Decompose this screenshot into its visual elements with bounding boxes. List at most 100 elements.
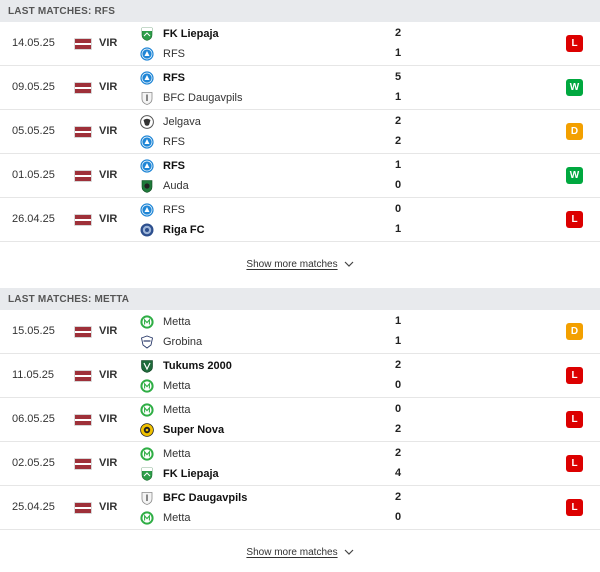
riga-fc-logo (140, 223, 154, 237)
home-team[interactable]: Metta (140, 313, 191, 331)
away-team[interactable]: RFS (140, 45, 185, 63)
competition-label: VIR (99, 169, 118, 181)
home-team-name: RFS (163, 72, 185, 84)
away-score: 0 (394, 179, 402, 191)
show-more-label: Show more matches (246, 546, 338, 558)
match-row[interactable]: 26.04.25 VIR RFS 0 Riga FC 1 L (0, 198, 600, 242)
away-score: 1 (394, 91, 402, 103)
show-more-button[interactable]: Show more matches (0, 530, 600, 572)
result-badge: L (566, 367, 583, 384)
latvia-flag-icon (74, 502, 92, 514)
competition-label: VIR (99, 325, 118, 337)
home-team-name: Metta (163, 404, 191, 416)
show-more-button[interactable]: Show more matches (0, 242, 600, 286)
home-team[interactable]: Metta (140, 445, 191, 463)
latvia-flag-icon (74, 370, 92, 382)
away-team[interactable]: Grobina (140, 333, 202, 351)
away-score: 1 (394, 335, 402, 347)
match-date: 26.04.25 (12, 213, 55, 225)
bfc-daugavpils-logo (140, 491, 154, 505)
result-badge: W (566, 79, 583, 96)
away-score: 4 (394, 467, 402, 479)
match-date: 15.05.25 (12, 325, 55, 337)
tukums-logo (140, 359, 154, 373)
away-team[interactable]: Riga FC (140, 221, 205, 239)
home-score: 1 (394, 159, 402, 171)
grobina-logo (140, 335, 154, 349)
home-score: 5 (394, 71, 402, 83)
result-badge: L (566, 455, 583, 472)
home-team[interactable]: Jelgava (140, 113, 201, 131)
home-score: 0 (394, 203, 402, 215)
away-team-name: RFS (163, 48, 185, 60)
super-nova-logo (140, 423, 154, 437)
away-team[interactable]: BFC Daugavpils (140, 89, 242, 107)
competition-label: VIR (99, 125, 118, 137)
competition-label: VIR (99, 37, 118, 49)
fk-liepaja-logo (140, 27, 154, 41)
match-row[interactable]: 11.05.25 VIR Tukums 2000 2 Metta 0 L (0, 354, 600, 398)
match-row[interactable]: 09.05.25 VIR RFS 5 BFC Daugavpils 1 W (0, 66, 600, 110)
home-team[interactable]: Metta (140, 401, 191, 419)
latvia-flag-icon (74, 214, 92, 226)
away-team[interactable]: FK Liepaja (140, 465, 219, 483)
home-team[interactable]: RFS (140, 157, 185, 175)
away-team[interactable]: RFS (140, 133, 185, 151)
home-team-name: BFC Daugavpils (163, 492, 248, 504)
home-team[interactable]: Tukums 2000 (140, 357, 232, 375)
latvia-flag-icon (74, 414, 92, 426)
home-score: 2 (394, 447, 402, 459)
match-row[interactable]: 06.05.25 VIR Metta 0 Super Nova 2 L (0, 398, 600, 442)
match-row[interactable]: 15.05.25 VIR Metta 1 Grobina 1 D (0, 310, 600, 354)
match-date: 06.05.25 (12, 413, 55, 425)
result-badge: L (566, 499, 583, 516)
away-team[interactable]: Auda (140, 177, 189, 195)
away-team-name: Metta (163, 380, 191, 392)
latvia-flag-icon (74, 170, 92, 182)
jelgava-logo (140, 115, 154, 129)
away-score: 2 (394, 423, 402, 435)
bfc-daugavpils-logo (140, 91, 154, 105)
away-team-name: Super Nova (163, 424, 225, 436)
metta-logo (140, 403, 154, 417)
section-rfs: LAST MATCHES: RFS 14.05.25 VIR FK Liepaja 2… (0, 0, 600, 286)
result-badge: L (566, 411, 583, 428)
metta-logo (140, 315, 154, 329)
home-team-name: Metta (163, 448, 191, 460)
result-badge: L (566, 211, 583, 228)
result-badge: L (566, 35, 583, 52)
home-team[interactable]: RFS (140, 69, 185, 87)
home-team-name: Metta (163, 316, 191, 328)
home-team-name: Tukums 2000 (163, 360, 232, 372)
rfs-logo (140, 135, 154, 149)
away-team[interactable]: Metta (140, 509, 191, 527)
latvia-flag-icon (74, 82, 92, 94)
match-row[interactable]: 14.05.25 VIR FK Liepaja 2 RFS 1 L (0, 22, 600, 66)
section-metta: LAST MATCHES: METTA 15.05.25 VIR Metta 1 Gro… (0, 288, 600, 572)
home-team-name: RFS (163, 204, 185, 216)
away-score: 2 (394, 135, 402, 147)
home-score: 2 (394, 115, 402, 127)
competition-label: VIR (99, 213, 118, 225)
home-score: 2 (394, 27, 402, 39)
match-row[interactable]: 05.05.25 VIR Jelgava 2 RFS 2 D (0, 110, 600, 154)
home-team[interactable]: BFC Daugavpils (140, 489, 247, 507)
match-row[interactable]: 02.05.25 VIR Metta 2 FK Liepaja 4 L (0, 442, 600, 486)
match-date: 25.04.25 (12, 501, 55, 513)
latvia-flag-icon (74, 38, 92, 50)
home-team[interactable]: RFS (140, 201, 185, 219)
competition-label: VIR (99, 413, 118, 425)
match-row[interactable]: 01.05.25 VIR RFS 1 Auda 0 W (0, 154, 600, 198)
match-row[interactable]: 25.04.25 VIR BFC Daugavpils 2 Metta 0 L (0, 486, 600, 530)
away-team[interactable]: Metta (140, 377, 191, 395)
home-score: 0 (394, 403, 402, 415)
home-team[interactable]: FK Liepaja (140, 25, 219, 43)
match-date: 14.05.25 (12, 37, 55, 49)
competition-label: VIR (99, 501, 118, 513)
match-date: 11.05.25 (12, 369, 55, 381)
away-team[interactable]: Super Nova (140, 421, 224, 439)
competition-label: VIR (99, 369, 118, 381)
match-date: 01.05.25 (12, 169, 55, 181)
away-score: 1 (394, 223, 402, 235)
